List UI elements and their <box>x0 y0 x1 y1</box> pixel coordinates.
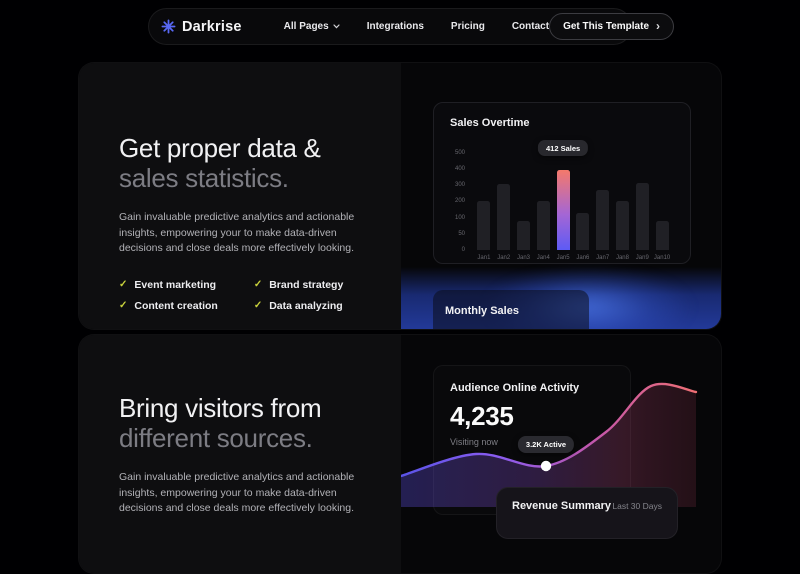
bar-Jan8 <box>613 153 633 250</box>
bar-Jan1 <box>474 153 494 250</box>
wave-tooltip: 3.2K Active <box>517 436 575 453</box>
visitors-text-panel: Bring visitors from different sources. G… <box>79 335 401 573</box>
starburst-logo-icon <box>161 19 176 34</box>
feature-checklist: ✓ Event marketing ✓ Content creation ✓ B… <box>119 279 365 312</box>
nav-item-all-pages[interactable]: All Pages <box>284 21 340 32</box>
check-icon: ✓ <box>119 279 128 290</box>
section-heading: Get proper data & sales statistics. <box>119 133 321 193</box>
section-paragraph: Gain invaluable predictive analytics and… <box>119 471 355 514</box>
monthly-sales-label: Monthly Sales <box>445 305 519 317</box>
check-icon: ✓ <box>253 279 263 290</box>
sales-yaxis: 500 400 300 200 100 50 0 <box>454 150 465 253</box>
check-item-event-marketing: ✓ Event marketing <box>119 278 217 291</box>
section-sales-statistics: Get proper data & sales statistics. Gain… <box>78 62 722 330</box>
bar-tooltip: 412 Sales <box>537 140 589 156</box>
check-icon: ✓ <box>119 300 128 311</box>
bar-Jan9 <box>632 153 652 250</box>
sales-overtime-card: Sales Overtime 500 400 300 200 100 50 0 412 Sa… <box>433 102 691 264</box>
bar-Jan3 <box>514 153 534 250</box>
section-visitor-sources: Bring visitors from different sources. G… <box>78 334 722 574</box>
check-icon: ✓ <box>253 300 263 311</box>
section-heading: Bring visitors from different sources. <box>119 393 322 453</box>
logo-text: Darkrise <box>182 18 242 35</box>
bar-Jan6 <box>573 153 593 250</box>
sales-chart-title: Sales Overtime <box>450 117 530 129</box>
logo[interactable]: Darkrise <box>161 19 242 35</box>
sales-bars: 412 Sales <box>474 140 672 250</box>
revenue-summary-panel: Revenue Summary Last 30 Days <box>496 487 678 539</box>
nav-item-pricing[interactable]: Pricing <box>450 21 485 32</box>
check-item-data-analyzing: ✓ Data analyzing <box>253 299 343 312</box>
navbar: Darkrise All Pages Integrations Pricing … <box>148 8 675 45</box>
wave-marker-dot <box>540 460 552 472</box>
chevron-right-icon: › <box>656 19 661 33</box>
monthly-sales-panel: Monthly Sales <box>433 290 589 329</box>
bar-Jan2 <box>494 153 514 250</box>
get-template-button[interactable]: Get This Template › <box>549 13 675 40</box>
revenue-period-label: Last 30 Days <box>612 501 662 511</box>
audience-activity-wave: 3.2K Active <box>401 370 721 507</box>
audience-card-title: Audience Online Activity <box>450 382 580 394</box>
nav-item-integrations[interactable]: Integrations <box>366 21 424 32</box>
check-item-brand-strategy: ✓ Brand strategy <box>253 278 344 291</box>
visitors-count-label: Visiting now <box>450 437 498 447</box>
sales-xlabels: Jan1 Jan2 Jan3 Jan4 Jan5 Jan6 Jan7 Jan8 Jan9 Jan1… <box>477 255 671 261</box>
bar-Jan5: 412 Sales <box>537 140 589 250</box>
visitors-count: 4,235 <box>450 401 514 431</box>
nav-links: All Pages Integrations Pricing Contact <box>284 21 549 32</box>
sales-chart-panel: Sales Overtime 500 400 300 200 100 50 0 412 Sa… <box>401 63 721 329</box>
visitors-chart-panel: Audience Online Activity 4,235 Visiting … <box>401 335 721 573</box>
bar-Jan7 <box>593 153 613 250</box>
bar-Jan10 <box>652 153 672 250</box>
section-paragraph: Gain invaluable predictive analytics and… <box>119 211 355 254</box>
check-item-content-creation: ✓ Content creation <box>119 299 218 312</box>
revenue-summary-title: Revenue Summary <box>512 500 612 512</box>
chevron-down-icon <box>333 24 340 29</box>
bar-Jan4 <box>533 153 553 250</box>
sales-chart: 500 400 300 200 100 50 0 412 Sales Jan1 Jan2 Jan… <box>450 140 674 271</box>
sales-text-panel: Get proper data & sales statistics. Gain… <box>79 63 401 329</box>
nav-item-contact[interactable]: Contact <box>511 21 550 32</box>
